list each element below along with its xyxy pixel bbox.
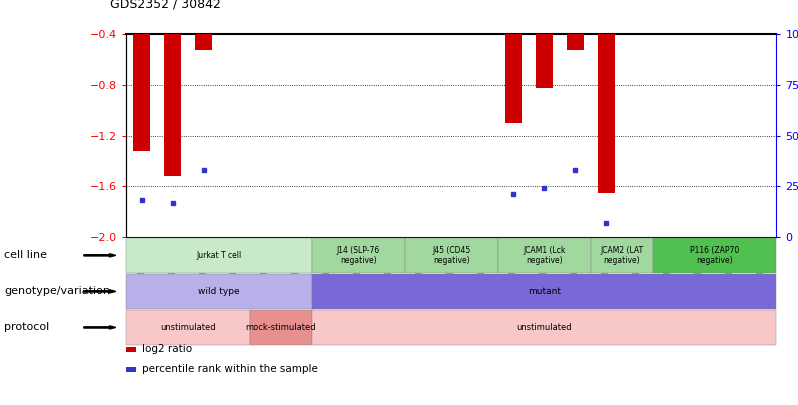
Text: JCAM1 (Lck
negative): JCAM1 (Lck negative)	[523, 246, 565, 265]
Bar	[133, 34, 150, 151]
Bar	[598, 34, 614, 193]
Text: mock-stimulated: mock-stimulated	[246, 323, 316, 332]
Text: genotype/variation: genotype/variation	[4, 286, 110, 296]
Bar	[195, 34, 212, 50]
Text: unstimulated: unstimulated	[160, 323, 215, 332]
Text: log2 ratio: log2 ratio	[142, 344, 192, 354]
Bar	[535, 34, 553, 87]
Bar	[504, 34, 522, 123]
Text: percentile rank within the sample: percentile rank within the sample	[142, 364, 318, 374]
Text: P116 (ZAP70
negative): P116 (ZAP70 negative)	[690, 246, 739, 265]
Text: wild type: wild type	[198, 287, 240, 296]
Text: Jurkat T cell: Jurkat T cell	[196, 251, 242, 260]
Text: unstimulated: unstimulated	[516, 323, 572, 332]
Text: protocol: protocol	[4, 322, 49, 333]
Text: J14 (SLP-76
negative): J14 (SLP-76 negative)	[337, 246, 380, 265]
Text: JCAM2 (LAT
negative): JCAM2 (LAT negative)	[600, 246, 643, 265]
Text: mutant: mutant	[527, 287, 561, 296]
Text: cell line: cell line	[4, 250, 47, 260]
Text: J45 (CD45
negative): J45 (CD45 negative)	[433, 246, 470, 265]
Text: GDS2352 / 30842: GDS2352 / 30842	[110, 0, 221, 10]
Bar	[567, 34, 583, 50]
Bar	[164, 34, 181, 176]
